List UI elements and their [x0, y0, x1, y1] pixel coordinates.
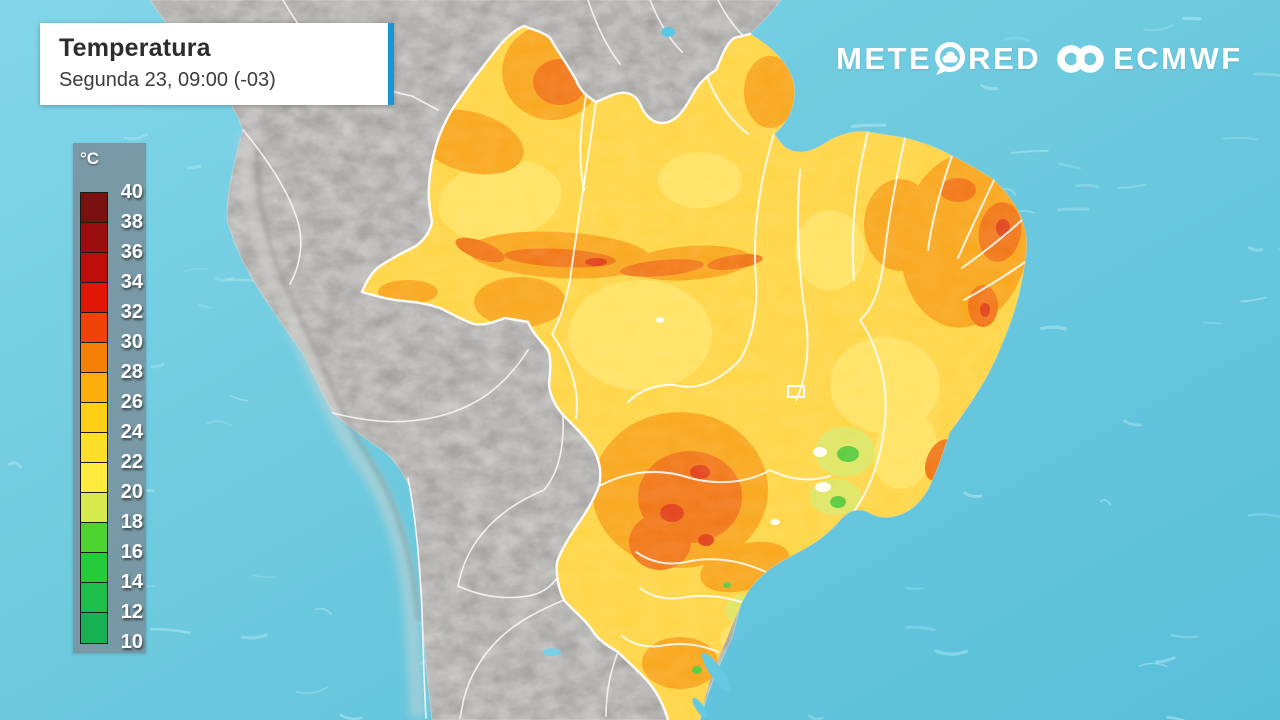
legend-color-scale — [80, 192, 108, 644]
legend-tick-label: 40 — [120, 181, 143, 203]
meteored-cloud-icon — [935, 42, 966, 75]
legend-tick-label: 34 — [120, 271, 143, 293]
meteored-wordmark-post: RED — [968, 41, 1042, 76]
andes-ridge-shadow — [255, 149, 421, 621]
state-borders — [551, 73, 1026, 653]
lake — [661, 27, 675, 37]
coastal-lagoons — [692, 652, 731, 719]
legend-tick-label: 28 — [120, 361, 143, 383]
title-box: Temperatura Segunda 23, 09:00 (-03) — [40, 23, 394, 105]
legend-tick-label: 24 — [120, 421, 143, 443]
legend-tick-label: 14 — [120, 571, 143, 593]
legend-tick-label: 20 — [120, 481, 143, 503]
legend-color-band — [81, 613, 107, 643]
lake — [543, 648, 561, 656]
legend-color-band — [81, 313, 107, 343]
meteored-wordmark-pre: METE — [836, 41, 933, 76]
legend-color-band — [81, 583, 107, 613]
brazil-border — [360, 24, 752, 720]
branding: METE RED ECMWF — [836, 40, 1243, 78]
legend-color-band — [81, 283, 107, 313]
legend-color-band — [81, 193, 107, 223]
legend-tick-label: 16 — [120, 541, 143, 563]
ecmwf-wordmark: ECMWF — [1113, 41, 1243, 76]
legend-tick-label: 30 — [120, 331, 143, 353]
legend-color-band — [81, 433, 107, 463]
legend-tick-label: 38 — [120, 211, 143, 233]
map-datetime: Segunda 23, 09:00 (-03) — [59, 69, 276, 91]
legend-color-band — [81, 253, 107, 283]
legend-tick-label: 32 — [120, 301, 143, 323]
legend-tick-label: 22 — [120, 451, 143, 473]
andes-ridge — [237, 135, 426, 719]
ecmwf-logo-icon — [1057, 45, 1104, 73]
legend-tick-label: 12 — [120, 601, 143, 623]
legend-color-band — [81, 223, 107, 253]
legend-color-band — [81, 523, 107, 553]
legend-unit: °C — [80, 149, 100, 168]
legend-color-band — [81, 373, 107, 403]
legend-color-band — [81, 403, 107, 433]
legend-tick-label: 36 — [120, 241, 143, 263]
legend-color-band — [81, 493, 107, 523]
legend-color-band — [81, 463, 107, 493]
legend-tick-label: 10 — [120, 631, 143, 653]
legend-color-band — [81, 343, 107, 373]
map-title: Temperatura — [59, 34, 211, 62]
temperature-legend: °C 40 38 36 34 32 30 28 26 24 22 20 18 16 14 12 10 — [73, 143, 146, 653]
legend-tick-label: 26 — [120, 391, 143, 413]
legend-tick-label: 18 — [120, 511, 143, 533]
title-accent-stripe — [388, 23, 394, 105]
legend-color-band — [81, 553, 107, 583]
